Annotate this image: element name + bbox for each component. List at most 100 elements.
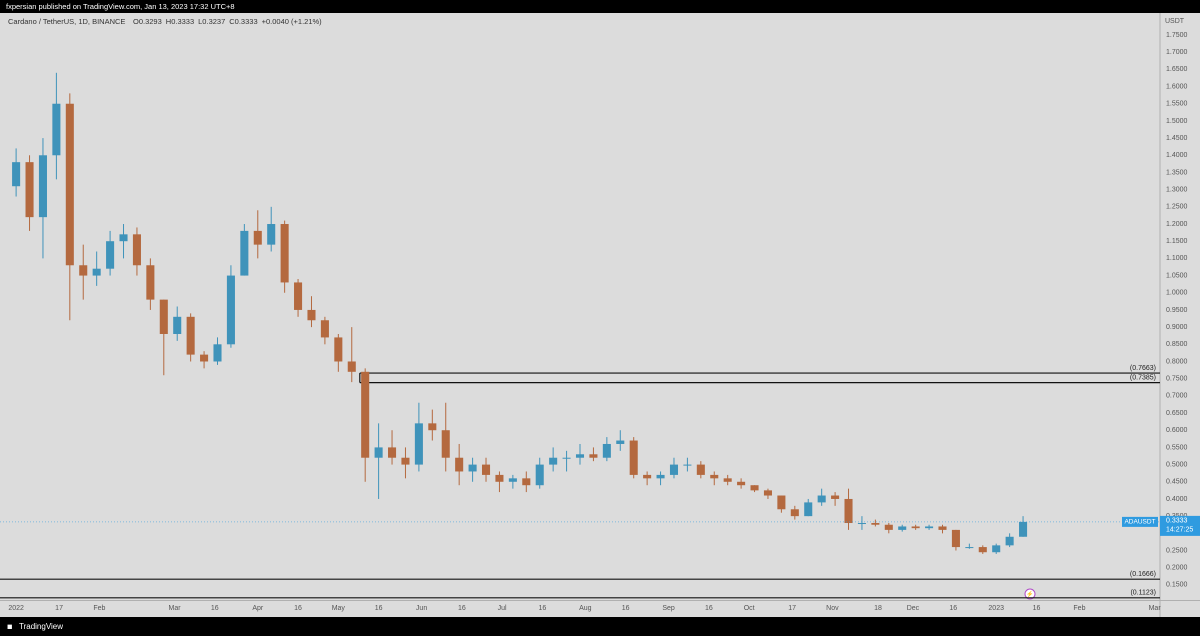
y-tick-label: 0.2000 [1166,565,1188,572]
candle-body [106,241,115,269]
candle-body [374,447,383,458]
x-tick-label: Sep [662,605,675,612]
x-tick-label: 18 [874,605,882,612]
candle-body [213,344,222,362]
y-tick-label: 0.7500 [1166,376,1188,383]
y-tick-label: 0.1500 [1166,582,1188,589]
candle-body [522,478,531,486]
candle-body [173,316,182,334]
price-unit: USDT [1165,18,1185,25]
x-tick-label: 2023 [988,605,1004,612]
x-tick-label: 16 [294,605,302,612]
y-tick-label: 1.3000 [1166,186,1188,193]
candle-body [898,526,907,530]
x-tick-label: 17 [55,605,63,612]
candle-body [468,464,477,472]
candle-body [844,498,853,524]
x-tick-label: Apr [252,605,264,612]
y-tick-label: 0.6000 [1166,427,1188,434]
symbol-title: Cardano / TetherUS, 1D, BINANCE [8,17,125,26]
y-tick-label: 1.4500 [1166,135,1188,142]
candle-body [549,457,558,465]
y-tick-label: 0.8000 [1166,358,1188,365]
candle-body [763,490,772,496]
candle-body [508,478,517,482]
candle-body [589,454,598,458]
last-price-tag-bg [1160,515,1200,536]
symbol-tag-bg [1122,516,1158,527]
ohlc-value: C0.3333 [229,17,257,26]
x-tick-label: May [332,605,346,612]
x-tick-label: 16 [211,605,219,612]
candle-body [669,464,679,475]
candle-body [575,454,585,458]
candle-body [52,103,61,156]
y-tick-label: 1.2500 [1166,204,1188,211]
candle-body [857,523,866,525]
y-tick-label: 1.1000 [1166,255,1188,262]
symbol-tag: ADAUSDT [1124,519,1155,526]
chart-background [0,13,1200,617]
x-tick-label: Mar [169,605,182,612]
candle-body [831,495,840,499]
x-tick-label: Jun [416,605,427,612]
level-label: (0.1123) [1130,590,1156,597]
y-tick-label: 1.0500 [1166,272,1188,279]
level-label: (0.7385) [1130,374,1156,381]
candle-body [79,265,88,276]
ohlc-value: +0.0040 (+1.21%) [262,17,323,26]
candle-body [535,464,544,486]
candle-body [911,526,920,529]
candle-body [643,474,652,479]
candle-body [186,316,195,355]
footer-brand: TradingView [19,622,63,631]
x-tick-label: Jul [498,605,507,612]
candle-body [925,526,934,529]
candle-body [938,526,947,530]
candle-body [951,529,960,548]
y-tick-label: 0.5000 [1166,461,1188,468]
candle-body [481,464,491,475]
x-tick-label: 16 [375,605,383,612]
candle-body [441,430,450,458]
y-tick-label: 0.9000 [1166,324,1188,331]
event-icon[interactable] [1024,588,1036,600]
candle-body [683,464,692,466]
x-tick-label: 16 [705,605,713,612]
candle-body [159,299,168,334]
y-tick-label: 0.2500 [1166,547,1188,554]
candle-body [65,103,74,266]
candle-body [226,275,235,345]
y-tick-label: 1.6500 [1166,66,1188,73]
candle-body [710,474,719,479]
candle-body [267,224,276,245]
candle-body [455,457,464,472]
y-tick-label: 0.4500 [1166,479,1188,486]
y-tick-label: 1.3500 [1166,169,1188,176]
x-tick-label: 16 [539,605,547,612]
level-label: (0.7663) [1130,365,1156,372]
candle-body [804,502,813,517]
y-tick-label: 0.8500 [1166,341,1188,348]
y-tick-label: 1.7500 [1166,32,1188,39]
candle-body [790,509,799,517]
y-tick-label: 1.6000 [1166,83,1188,90]
y-tick-label: 1.7000 [1166,49,1188,56]
x-tick-label: Oct [744,605,755,612]
candle-body [871,523,880,525]
candle-body [307,309,316,321]
candle-body [240,230,249,276]
candle-body [723,478,732,482]
y-tick-label: 1.5500 [1166,101,1188,108]
candle-body [602,443,611,458]
candle-body [334,337,343,362]
candle-body [388,447,397,458]
header-bar [0,0,1200,13]
candle-body [428,423,437,431]
candle-body [884,524,893,530]
ohlc-value: H0.3333 [166,17,194,26]
candle-body [965,547,974,549]
x-tick-label: Dec [907,605,920,612]
candle-body [1019,521,1028,537]
